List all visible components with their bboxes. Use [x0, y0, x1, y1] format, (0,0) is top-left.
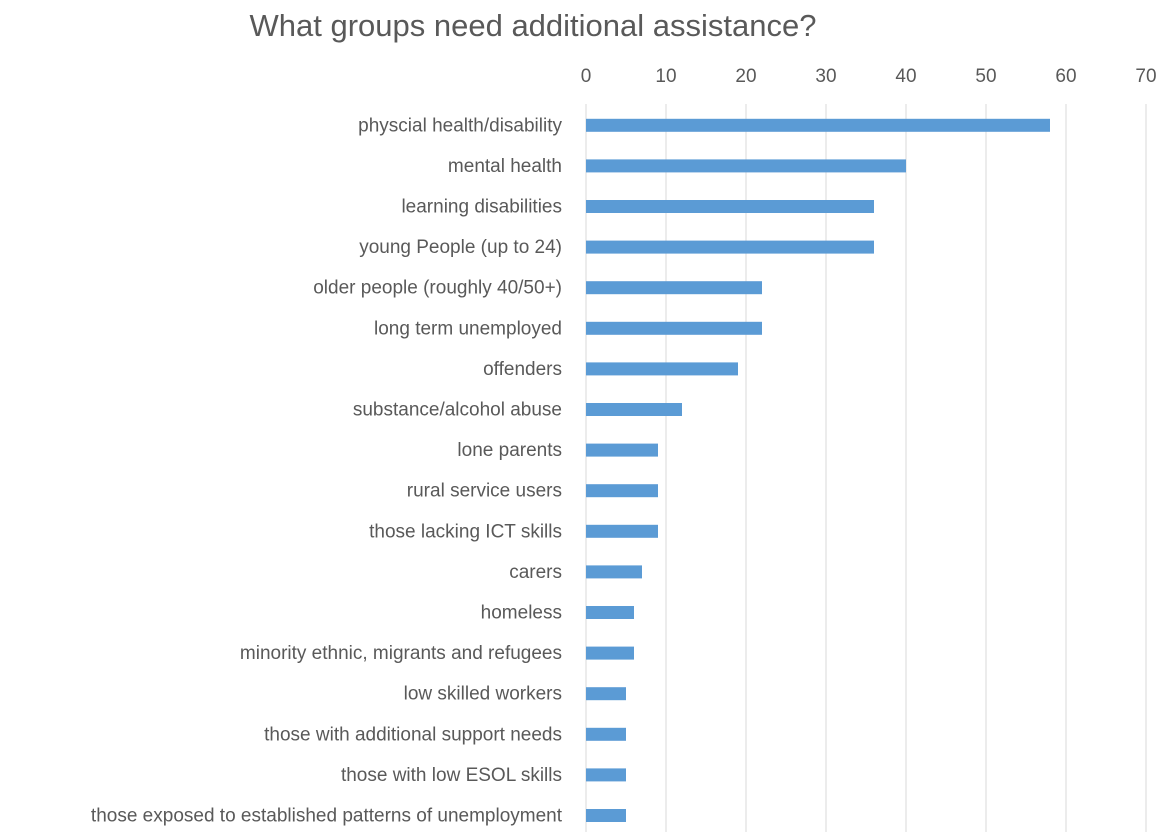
bar — [586, 362, 738, 376]
bar — [586, 606, 634, 619]
bar — [586, 524, 658, 538]
category-label: learning disabilities — [401, 197, 562, 218]
bar — [586, 281, 762, 295]
gridlines — [585, 104, 1147, 832]
category-label: homeless — [481, 603, 562, 624]
category-label: low skilled workers — [404, 684, 562, 705]
category-label: those exposed to established patterns of… — [91, 806, 563, 827]
x-tick-label: 50 — [975, 66, 996, 87]
x-tick-label: 60 — [1055, 66, 1076, 87]
bar — [586, 321, 762, 335]
bar — [586, 687, 626, 701]
category-label: long term unemployed — [374, 318, 562, 339]
category-label: young People (up to 24) — [359, 237, 562, 258]
category-label: rural service users — [407, 481, 562, 502]
x-axis-ticks: 0 10 20 30 40 50 60 70 — [581, 66, 1157, 87]
category-label: carers — [509, 562, 562, 583]
category-label: lone parents — [457, 440, 562, 461]
category-label: physcial health/disability — [358, 115, 562, 136]
bar — [586, 403, 682, 416]
category-label: those with low ESOL skills — [341, 765, 562, 786]
category-label: minority ethnic, migrants and refugees — [240, 643, 562, 664]
bar — [586, 484, 658, 498]
x-tick-label: 40 — [895, 66, 916, 87]
category-label: older people (roughly 40/50+) — [313, 278, 562, 299]
category-label: offenders — [483, 359, 562, 380]
x-tick-label: 0 — [581, 66, 592, 87]
x-tick-label: 70 — [1135, 66, 1156, 87]
bar — [586, 443, 658, 457]
x-tick-label: 10 — [655, 66, 676, 87]
bar — [586, 646, 634, 660]
bar — [586, 565, 642, 579]
bar — [586, 200, 874, 213]
bar — [586, 118, 1050, 132]
bar — [586, 159, 906, 173]
x-tick-label: 30 — [815, 66, 836, 87]
bar — [586, 727, 626, 741]
category-label: substance/alcohol abuse — [353, 400, 562, 421]
x-tick-label: 20 — [735, 66, 756, 87]
category-labels: physcial health/disability mental health l… — [91, 115, 563, 826]
bar — [586, 809, 626, 822]
bar — [586, 768, 626, 782]
bar — [586, 240, 874, 254]
category-label: those lacking ICT skills — [369, 521, 562, 542]
chart-title: What groups need additional assistance? — [249, 8, 817, 43]
bars — [586, 118, 1050, 822]
category-label: mental health — [448, 156, 562, 177]
category-label: those with additional support needs — [264, 724, 562, 745]
